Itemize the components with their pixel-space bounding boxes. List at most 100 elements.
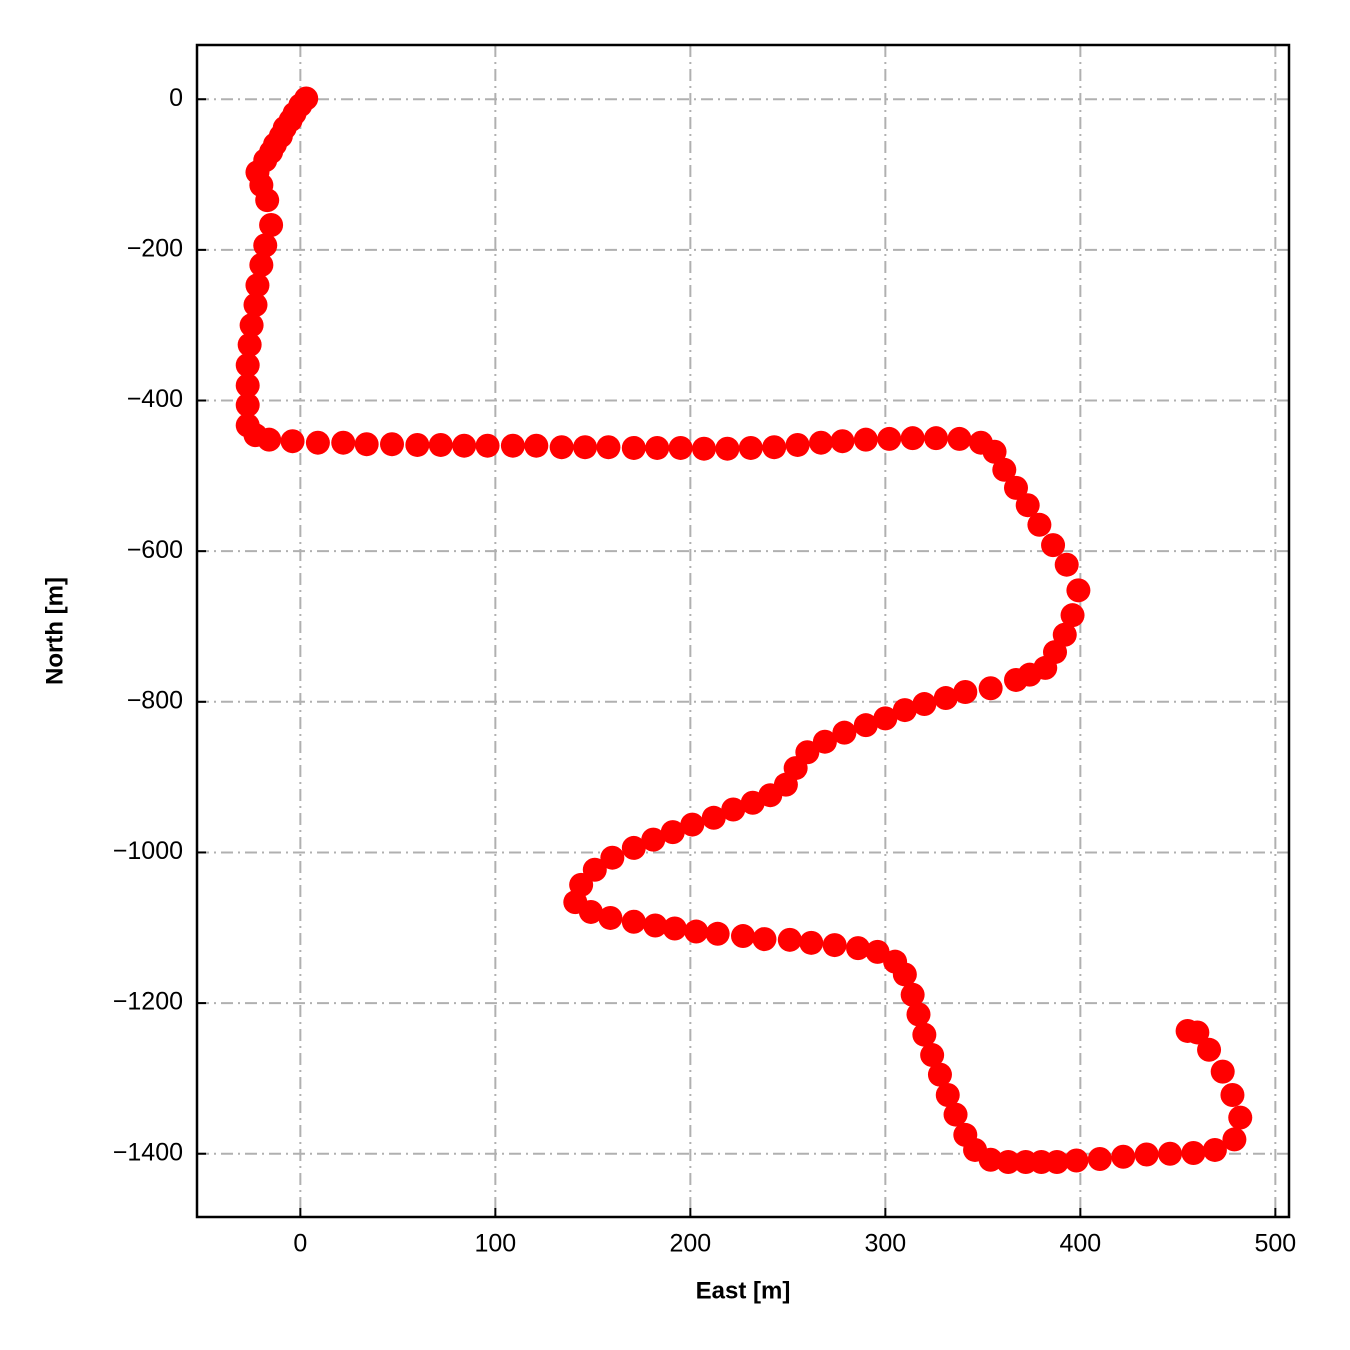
point bbox=[660, 820, 685, 845]
y-tick-label: −1000 bbox=[113, 837, 183, 865]
y-tick-label: −800 bbox=[127, 686, 183, 714]
point bbox=[1041, 533, 1066, 558]
point bbox=[752, 927, 777, 952]
point bbox=[598, 905, 623, 930]
point bbox=[906, 1002, 931, 1027]
x-axis-label: East [m] bbox=[696, 1277, 791, 1304]
point bbox=[920, 1043, 945, 1068]
point bbox=[1054, 552, 1079, 577]
point bbox=[892, 698, 917, 723]
point bbox=[785, 432, 810, 457]
point bbox=[1111, 1144, 1136, 1169]
point bbox=[1044, 1150, 1069, 1175]
point bbox=[912, 1022, 937, 1047]
point bbox=[721, 797, 746, 822]
point bbox=[705, 921, 730, 946]
point bbox=[600, 845, 625, 870]
point bbox=[1134, 1142, 1159, 1167]
point bbox=[668, 435, 693, 460]
point bbox=[978, 1147, 1003, 1172]
point bbox=[684, 919, 709, 944]
point bbox=[621, 835, 646, 860]
point bbox=[799, 930, 824, 955]
x-tick-label: 500 bbox=[1254, 1230, 1296, 1258]
point bbox=[452, 433, 477, 458]
point bbox=[245, 273, 270, 298]
point bbox=[235, 393, 260, 418]
point bbox=[249, 252, 274, 277]
point bbox=[524, 433, 549, 458]
point bbox=[731, 924, 755, 949]
point bbox=[809, 430, 833, 455]
point bbox=[853, 713, 878, 738]
y-axis-label: North [m] bbox=[41, 577, 68, 685]
point bbox=[953, 680, 978, 705]
point bbox=[900, 426, 925, 451]
point bbox=[812, 729, 837, 754]
point bbox=[1181, 1140, 1206, 1165]
point bbox=[933, 686, 958, 711]
point bbox=[257, 427, 282, 452]
point bbox=[1015, 493, 1040, 518]
point bbox=[1004, 667, 1028, 692]
x-tick-label: 0 bbox=[293, 1230, 307, 1258]
point bbox=[762, 435, 787, 460]
x-tick-label: 100 bbox=[474, 1230, 516, 1258]
point bbox=[641, 827, 666, 852]
y-tick-label: −1400 bbox=[113, 1138, 183, 1166]
point bbox=[924, 426, 949, 451]
point bbox=[1228, 1105, 1253, 1130]
point bbox=[996, 1150, 1021, 1175]
point bbox=[1222, 1127, 1247, 1152]
point bbox=[846, 936, 871, 961]
point bbox=[596, 435, 621, 460]
point bbox=[865, 939, 890, 964]
point bbox=[243, 292, 268, 317]
point bbox=[305, 430, 330, 455]
point bbox=[643, 913, 668, 938]
y-tick-label: −600 bbox=[127, 536, 183, 564]
point bbox=[237, 332, 262, 357]
point bbox=[621, 435, 646, 460]
point bbox=[239, 313, 264, 338]
point bbox=[680, 812, 705, 837]
point bbox=[475, 433, 500, 458]
point bbox=[280, 429, 305, 454]
point bbox=[853, 427, 878, 452]
point bbox=[927, 1062, 952, 1087]
point bbox=[578, 899, 603, 924]
point bbox=[1175, 1018, 1200, 1043]
point bbox=[235, 353, 260, 378]
y-tick-label: −1200 bbox=[113, 988, 183, 1016]
point bbox=[645, 435, 670, 460]
point bbox=[621, 909, 646, 934]
point bbox=[832, 720, 857, 745]
point bbox=[1066, 578, 1091, 603]
point bbox=[259, 213, 284, 238]
point bbox=[573, 435, 598, 460]
x-tick-label: 400 bbox=[1059, 1230, 1101, 1258]
point bbox=[715, 436, 740, 461]
point bbox=[1027, 512, 1052, 537]
y-tick-label: −400 bbox=[127, 385, 183, 413]
point bbox=[1210, 1059, 1235, 1084]
point bbox=[380, 432, 404, 457]
point bbox=[500, 433, 525, 458]
y-tick-label: −200 bbox=[127, 234, 183, 262]
x-tick-label: 200 bbox=[669, 1230, 711, 1258]
point bbox=[900, 982, 925, 1007]
y-tick-label: 0 bbox=[169, 84, 183, 112]
point bbox=[943, 1102, 968, 1127]
x-tick-label: 300 bbox=[864, 1230, 906, 1258]
point bbox=[331, 430, 356, 455]
point bbox=[1004, 475, 1028, 500]
point bbox=[992, 457, 1017, 482]
point bbox=[1220, 1082, 1245, 1107]
point bbox=[428, 432, 453, 457]
point bbox=[1197, 1037, 1222, 1062]
point bbox=[912, 692, 937, 717]
point bbox=[255, 188, 280, 213]
point bbox=[892, 962, 917, 987]
